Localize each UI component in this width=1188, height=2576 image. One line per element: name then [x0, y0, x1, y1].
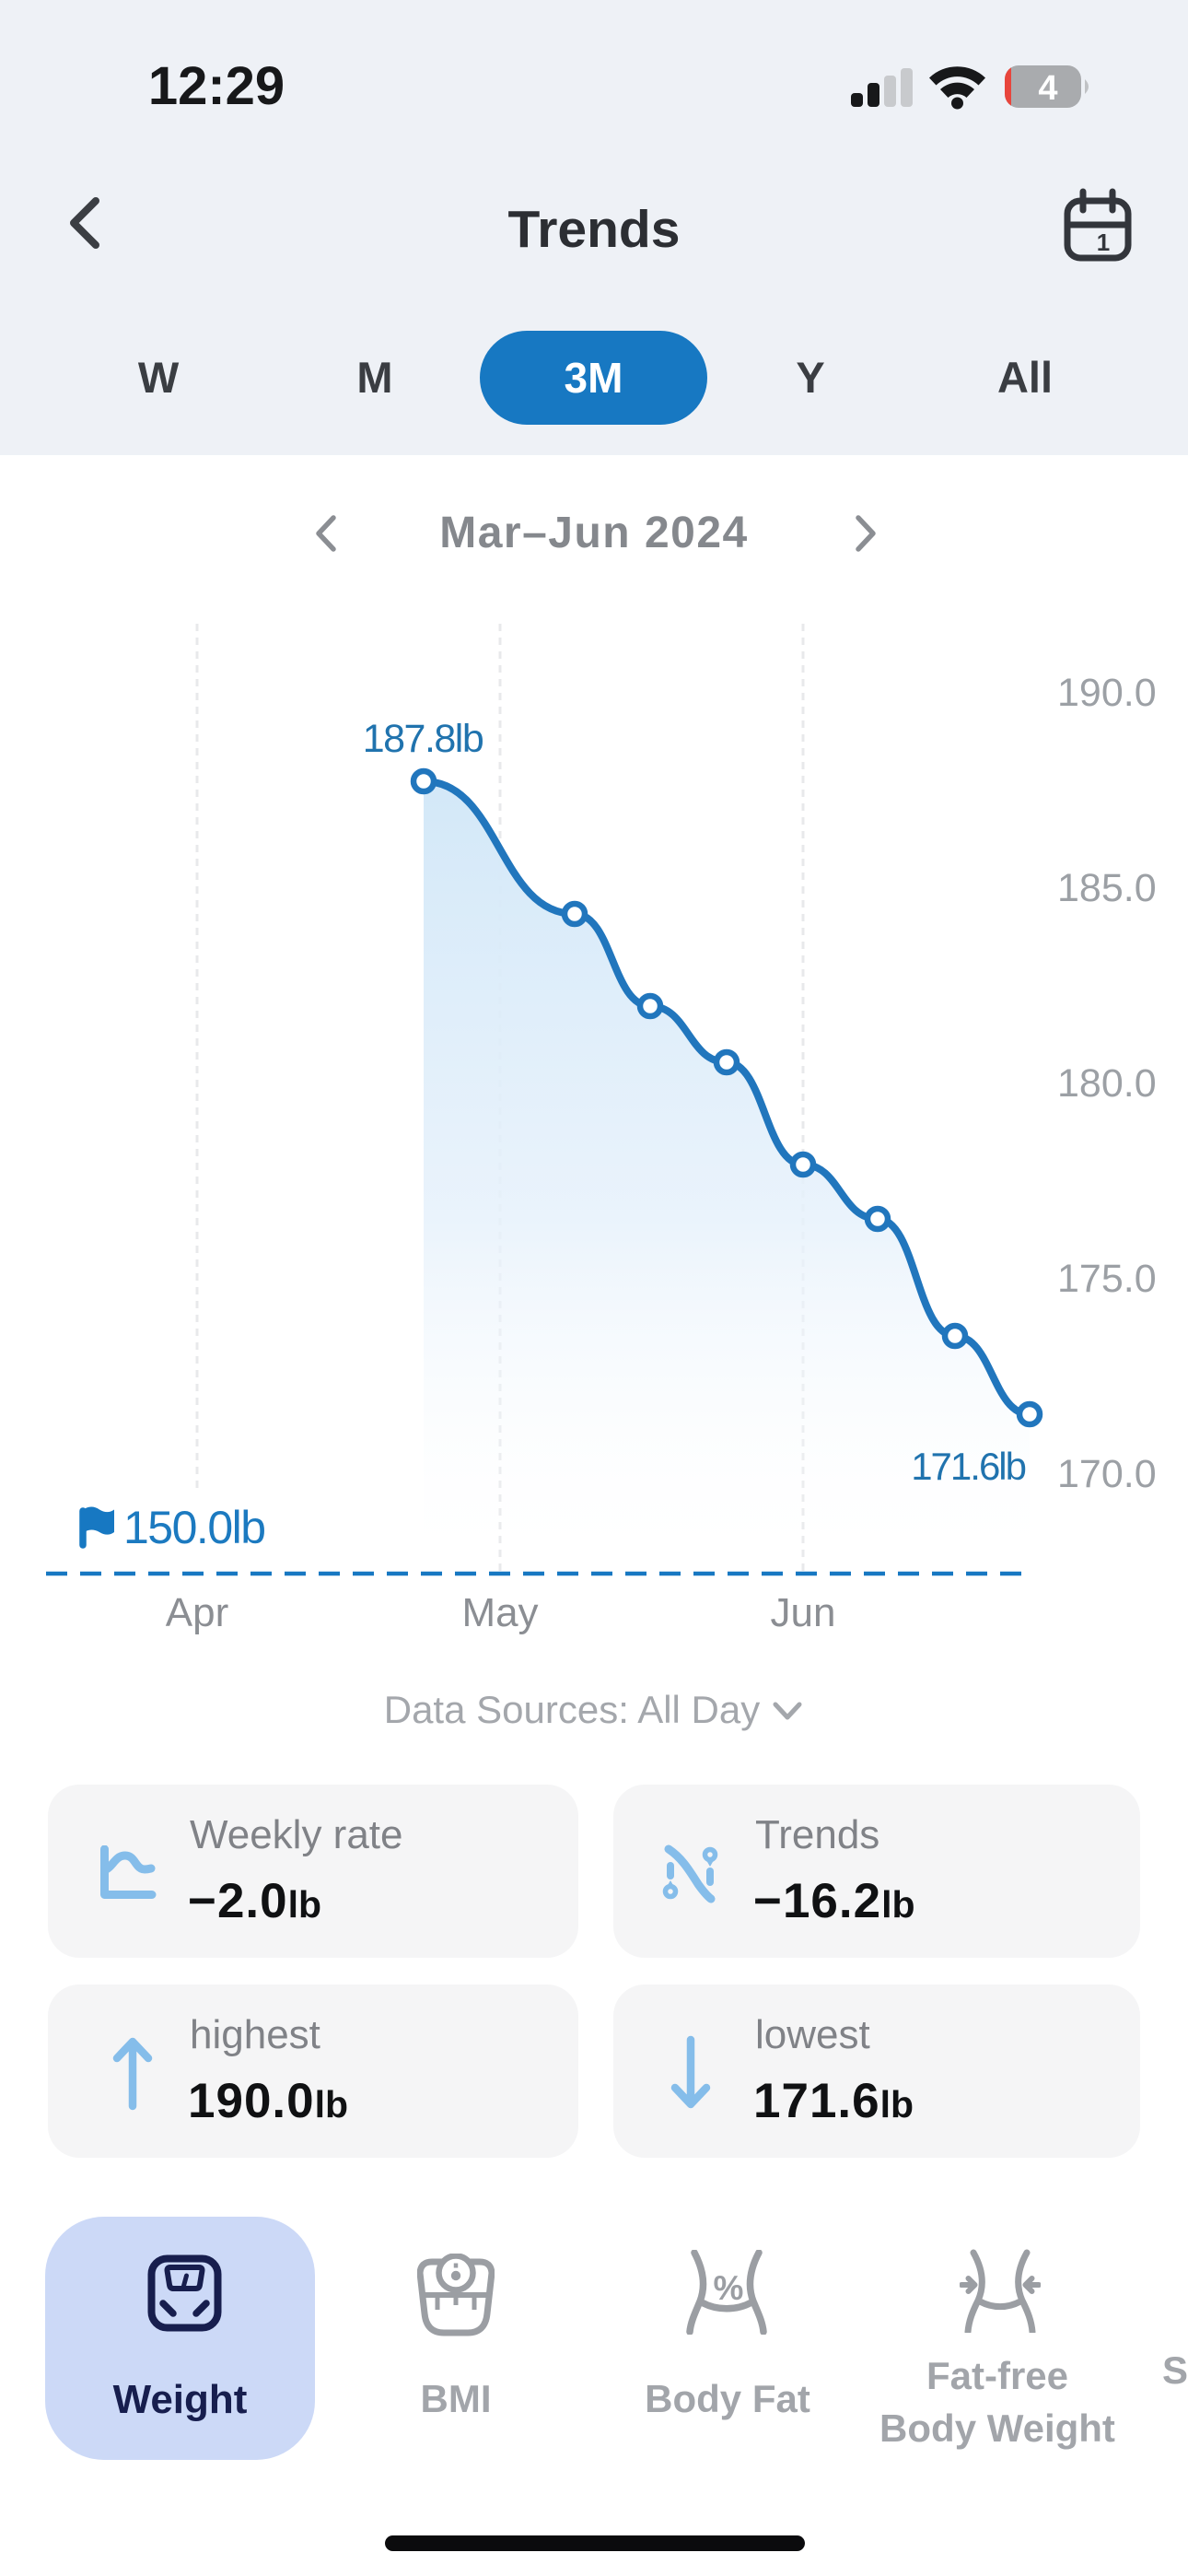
svg-text:%: % [714, 2269, 744, 2307]
svg-text:171.6lb: 171.6lb [911, 1445, 1025, 1488]
svg-text:170.0: 170.0 [1057, 1452, 1157, 1496]
svg-text:190.0: 190.0 [1057, 671, 1157, 715]
svg-text:1: 1 [1097, 228, 1110, 256]
svg-text:Apr: Apr [166, 1590, 228, 1635]
svg-text:187.8lb: 187.8lb [363, 717, 483, 761]
svg-text:Jun: Jun [771, 1590, 836, 1635]
svg-text:150.0lb: 150.0lb [123, 1502, 265, 1553]
svg-text:180.0: 180.0 [1057, 1061, 1157, 1106]
svg-text:May: May [461, 1590, 538, 1635]
svg-text:185.0: 185.0 [1057, 866, 1157, 910]
svg-text:175.0: 175.0 [1057, 1257, 1157, 1301]
svg-text:4: 4 [1038, 69, 1057, 108]
